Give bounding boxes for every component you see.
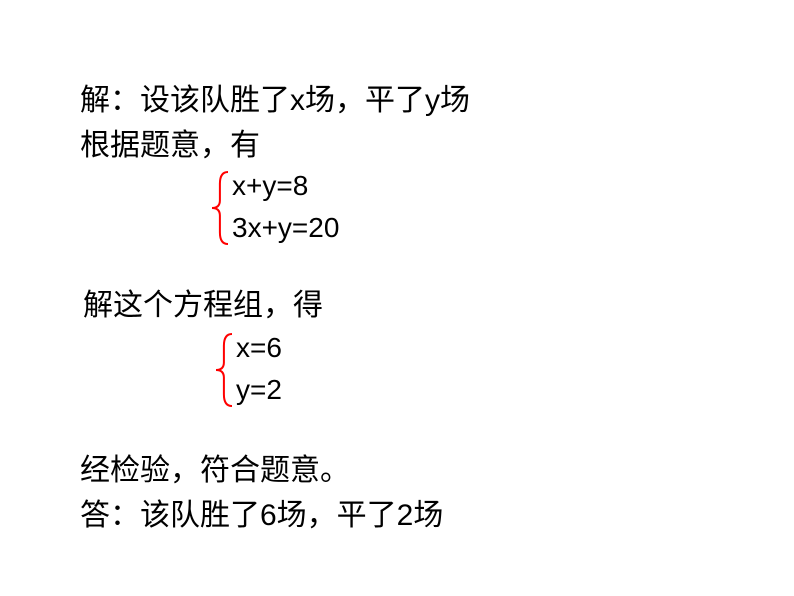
equation-2a: x=6 [236,332,282,364]
math-solution-slide: 解：设该队胜了x场，平了y场 根据题意，有 x+y=8 3x+y=20 解这个方… [0,0,794,596]
brace-path [216,334,232,406]
line-verify: 经检验，符合题意。 [80,445,350,489]
equation-2b: y=2 [236,374,282,406]
line-solve: 解这个方程组，得 [83,280,323,324]
line-answer: 答：该队胜了6场，平了2场 [80,490,443,534]
equation-1b: 3x+y=20 [232,212,339,244]
line-according: 根据题意，有 [80,120,260,164]
line-setup: 解：设该队胜了x场，平了y场 [80,75,470,119]
equation-1a: x+y=8 [232,170,308,202]
brace-path [212,172,228,244]
brace-icon [210,170,228,246]
brace-icon [214,332,232,408]
